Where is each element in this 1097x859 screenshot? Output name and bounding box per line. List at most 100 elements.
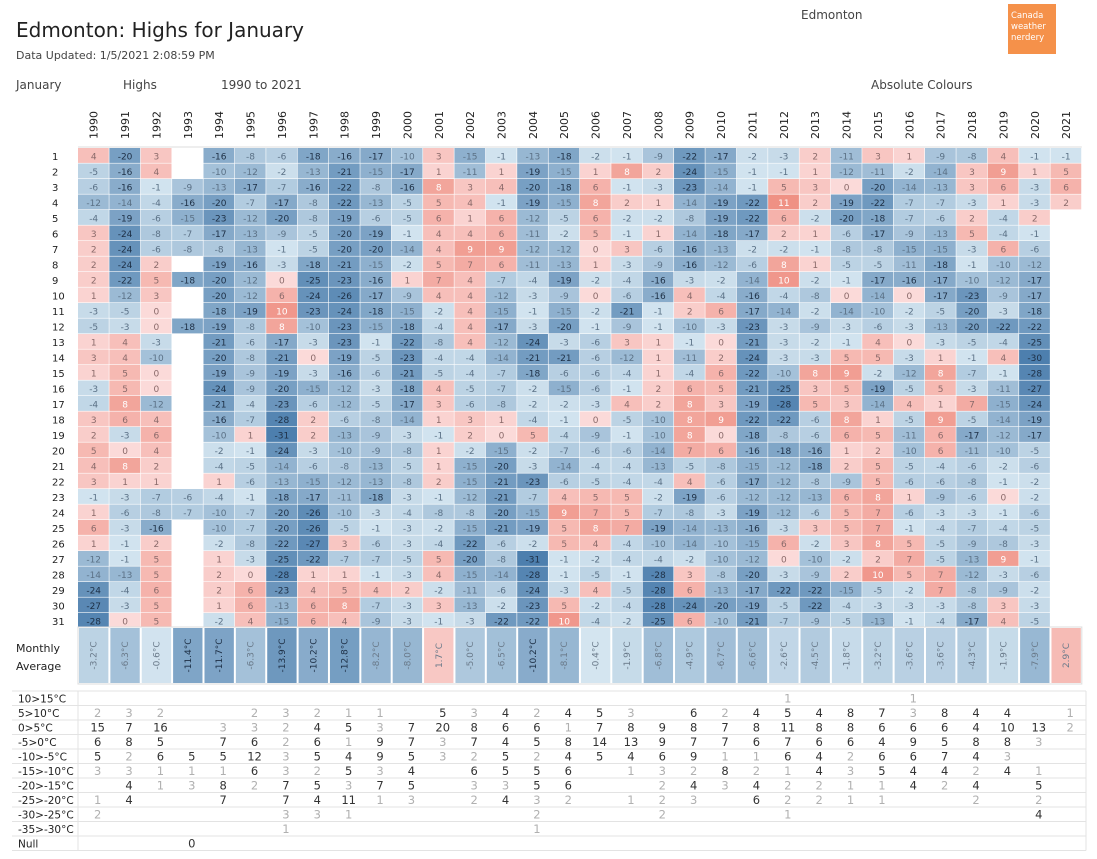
heatmap-cell[interactable] <box>1019 396 1050 411</box>
heatmap-cell[interactable] <box>297 179 329 194</box>
heatmap-cell[interactable] <box>423 210 454 225</box>
heatmap-cell[interactable] <box>109 613 141 628</box>
heatmap-cell[interactable] <box>987 535 1019 551</box>
heatmap-cell[interactable] <box>423 473 454 489</box>
monthly-average-cell[interactable] <box>392 628 423 683</box>
heatmap-cell[interactable] <box>642 613 674 628</box>
heatmap-cell[interactable] <box>1019 365 1050 380</box>
heatmap-cell[interactable] <box>705 272 737 287</box>
heatmap-cell[interactable] <box>799 225 831 241</box>
heatmap-cell[interactable] <box>454 225 486 241</box>
heatmap-cell[interactable] <box>78 148 109 163</box>
heatmap-cell[interactable] <box>328 504 360 520</box>
heatmap-cell[interactable] <box>203 427 235 442</box>
heatmap-cell[interactable] <box>423 489 454 504</box>
heatmap-cell[interactable] <box>893 334 925 349</box>
heatmap-cell[interactable] <box>297 303 329 318</box>
heatmap-cell[interactable] <box>1019 194 1050 210</box>
heatmap-cell[interactable] <box>548 551 580 566</box>
heatmap-cell[interactable] <box>893 380 925 396</box>
heatmap-cell[interactable] <box>862 458 894 473</box>
heatmap-cell[interactable] <box>78 566 109 582</box>
heatmap-cell[interactable] <box>768 473 799 489</box>
monthly-average-cell[interactable] <box>863 628 893 683</box>
heatmap-cell[interactable] <box>391 349 423 365</box>
monthly-average-cell[interactable] <box>612 628 642 683</box>
heatmap-cell[interactable] <box>736 365 768 380</box>
heatmap-cell[interactable] <box>924 458 956 473</box>
heatmap-cell[interactable] <box>517 365 548 380</box>
heatmap-cell[interactable] <box>862 210 894 225</box>
heatmap-cell[interactable] <box>328 380 360 396</box>
heatmap-cell[interactable] <box>234 179 266 194</box>
heatmap-cell[interactable] <box>297 566 329 582</box>
heatmap-cell[interactable] <box>830 535 862 551</box>
heatmap-cell[interactable] <box>109 318 141 334</box>
heatmap-cell[interactable] <box>830 303 862 318</box>
heatmap-cell[interactable] <box>360 411 392 427</box>
monthly-average-cell[interactable] <box>455 628 485 683</box>
heatmap-cell[interactable] <box>517 380 548 396</box>
heatmap-cell[interactable] <box>297 411 329 427</box>
year-range-filter[interactable]: 1990 to 2021 <box>221 78 302 92</box>
heatmap-cell[interactable] <box>611 582 643 597</box>
heatmap-cell[interactable] <box>736 380 768 396</box>
heatmap-cell[interactable] <box>799 194 831 210</box>
heatmap-cell[interactable] <box>517 520 548 535</box>
heatmap-cell[interactable] <box>391 334 423 349</box>
heatmap-cell[interactable] <box>203 566 235 582</box>
heatmap-cell[interactable] <box>1019 210 1050 225</box>
heatmap-cell[interactable] <box>768 349 799 365</box>
heatmap-cell[interactable] <box>234 241 266 256</box>
heatmap-cell[interactable] <box>924 396 956 411</box>
heatmap-cell[interactable] <box>360 303 392 318</box>
heatmap-cell[interactable] <box>830 504 862 520</box>
heatmap-cell[interactable] <box>360 489 392 504</box>
heatmap-cell[interactable] <box>109 287 141 303</box>
heatmap-cell[interactable] <box>360 551 392 566</box>
heatmap-cell[interactable] <box>768 380 799 396</box>
heatmap-cell[interactable] <box>297 520 329 535</box>
heatmap-cell[interactable] <box>548 334 580 349</box>
heatmap-cell[interactable] <box>391 411 423 427</box>
heatmap-cell[interactable] <box>548 303 580 318</box>
heatmap-cell[interactable] <box>924 489 956 504</box>
heatmap-cell[interactable] <box>579 473 611 489</box>
heatmap-cell[interactable] <box>893 194 925 210</box>
heatmap-cell[interactable] <box>454 473 486 489</box>
heatmap-cell[interactable] <box>768 582 799 597</box>
heatmap-cell[interactable] <box>109 303 141 318</box>
heatmap-cell[interactable] <box>799 287 831 303</box>
heatmap-cell[interactable] <box>830 427 862 442</box>
heatmap-cell[interactable] <box>297 225 329 241</box>
heatmap-cell[interactable] <box>517 318 548 334</box>
heatmap-cell[interactable] <box>485 566 517 582</box>
heatmap-cell[interactable] <box>203 473 235 489</box>
heatmap-cell[interactable] <box>328 163 360 179</box>
heatmap-cell[interactable] <box>987 287 1019 303</box>
heatmap-cell[interactable] <box>454 613 486 628</box>
heatmap-cell[interactable] <box>579 334 611 349</box>
heatmap-cell[interactable] <box>140 551 172 566</box>
heatmap-cell[interactable] <box>987 318 1019 334</box>
heatmap-cell[interactable] <box>203 535 235 551</box>
heatmap-cell[interactable] <box>391 551 423 566</box>
heatmap-cell[interactable] <box>956 303 988 318</box>
heatmap-cell[interactable] <box>360 210 392 225</box>
heatmap-cell[interactable] <box>78 520 109 535</box>
heatmap-cell[interactable] <box>799 349 831 365</box>
heatmap-cell[interactable] <box>297 551 329 566</box>
heatmap-cell[interactable] <box>956 520 988 535</box>
heatmap-cell[interactable] <box>266 504 297 520</box>
heatmap-cell[interactable] <box>1019 427 1050 442</box>
monthly-average-cell[interactable] <box>1020 628 1050 683</box>
heatmap-cell[interactable] <box>768 287 799 303</box>
heatmap-cell[interactable] <box>140 613 172 628</box>
heatmap-cell[interactable] <box>328 148 360 163</box>
heatmap-cell[interactable] <box>924 427 956 442</box>
heatmap-cell[interactable] <box>893 473 925 489</box>
heatmap-cell[interactable] <box>1019 504 1050 520</box>
heatmap-cell[interactable] <box>423 241 454 256</box>
heatmap-cell[interactable] <box>78 473 109 489</box>
heatmap-cell[interactable] <box>642 396 674 411</box>
